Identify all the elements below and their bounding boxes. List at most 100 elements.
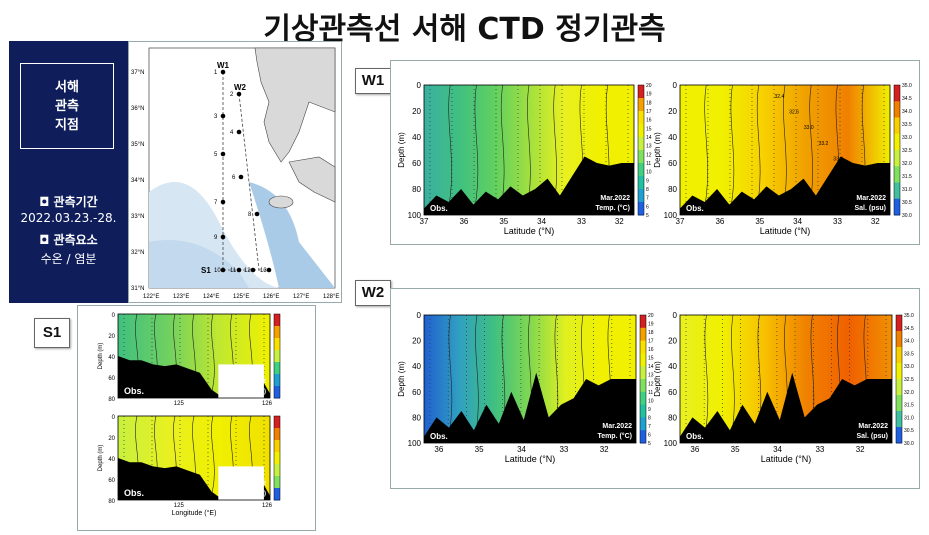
colorbar-swatch bbox=[894, 101, 900, 118]
x-axis-label: Longitude (°E) bbox=[172, 509, 217, 517]
colorbar-tick: 11 bbox=[646, 161, 651, 167]
plot-frame bbox=[117, 313, 271, 399]
station-dot bbox=[236, 91, 242, 97]
x-tick-label: 36 bbox=[434, 445, 443, 454]
colorbar-frame bbox=[895, 314, 903, 444]
y-axis-label: Depth (m) bbox=[397, 361, 406, 397]
colorbar-tick: 30.5 bbox=[902, 200, 912, 206]
colorbar-swatch bbox=[896, 411, 902, 428]
colorbar-tick: 15 bbox=[648, 356, 654, 362]
y-tick-label: 40 bbox=[412, 362, 421, 371]
s1-map-label: S1 bbox=[201, 266, 211, 275]
colorbar-frame bbox=[273, 415, 281, 501]
x-tick-label: 35 bbox=[499, 217, 508, 226]
x-tick-label: 32 bbox=[600, 445, 609, 454]
station-dot bbox=[266, 267, 272, 273]
colorbar-swatch bbox=[638, 85, 644, 99]
x-tick-label: 36 bbox=[459, 217, 468, 226]
colorbar-tick: 19 bbox=[648, 322, 654, 328]
obs-label: Obs. bbox=[430, 432, 448, 441]
station-number: 3 bbox=[214, 114, 218, 120]
y-tick-label: 20 bbox=[108, 436, 115, 442]
colorbar-swatch bbox=[640, 404, 646, 418]
x-tick-label: 36 bbox=[690, 445, 699, 454]
y-tick-label: 20 bbox=[108, 334, 115, 340]
plot-frame bbox=[423, 314, 637, 444]
x-tick-label: 33 bbox=[815, 445, 824, 454]
caption-date: Mar.2022 bbox=[241, 481, 267, 487]
x-tick-label: 33 bbox=[559, 445, 568, 454]
colorbar-tick: 34.5 bbox=[902, 96, 912, 102]
station-dot bbox=[220, 234, 226, 240]
y-tick-label: 80 bbox=[668, 413, 677, 422]
x-tick-label: 34 bbox=[773, 445, 782, 454]
x-tick-label: 37 bbox=[676, 217, 685, 226]
colorbar-swatch bbox=[896, 347, 902, 364]
site-label-2: 관측 bbox=[55, 99, 79, 114]
w2-panel: 0 20 40 60 80 100 36 35 34 33 32 Latitude (°N) Depth… bbox=[390, 288, 920, 489]
y-axis-label: Depth (m) bbox=[653, 132, 662, 168]
colorbar-tick: 10 bbox=[648, 398, 654, 404]
y-tick-label: 80 bbox=[108, 397, 115, 403]
y-tick-label: 40 bbox=[412, 133, 421, 142]
x-tick-label: 36 bbox=[715, 217, 724, 226]
colorbar-tick: 15 bbox=[646, 126, 652, 132]
colorbar-tick: 20 bbox=[648, 313, 654, 319]
y-tick-label: 100 bbox=[664, 439, 678, 448]
y-tick-label: 40 bbox=[108, 355, 115, 361]
colorbar-swatch bbox=[638, 137, 644, 151]
w1-map-label: W1 bbox=[217, 61, 230, 70]
lon-label: 125°E bbox=[233, 294, 249, 300]
colorbar-tick: 11 bbox=[648, 390, 653, 396]
colorbar-swatch bbox=[640, 430, 646, 444]
station-dot bbox=[238, 174, 244, 180]
station-dot bbox=[236, 267, 242, 273]
x-tick-label: 33 bbox=[577, 217, 586, 226]
x-tick-label: 33 bbox=[833, 217, 842, 226]
lat-label: 35°N bbox=[131, 142, 144, 148]
colorbar-frame bbox=[639, 314, 647, 444]
x-tick-label: 32 bbox=[856, 445, 865, 454]
y-tick-label: 60 bbox=[668, 159, 677, 168]
colorbar-swatch bbox=[274, 338, 280, 351]
caption-variable: Sal.(psu) bbox=[241, 491, 266, 497]
y-tick-label: 40 bbox=[108, 457, 115, 463]
colorbar-swatch bbox=[638, 150, 644, 164]
colorbar-swatch bbox=[638, 176, 644, 190]
caption-variable: Temp. (°C) bbox=[236, 389, 266, 395]
x-tick-label: 37 bbox=[420, 217, 429, 226]
station-number: 13 bbox=[260, 268, 267, 274]
plot-frame bbox=[679, 84, 891, 216]
colorbar-swatch bbox=[640, 315, 646, 329]
obs-label: Obs. bbox=[686, 432, 704, 441]
contour-line bbox=[209, 313, 215, 399]
colorbar-tick: 13 bbox=[648, 373, 654, 379]
obs-label: Obs. bbox=[124, 488, 144, 498]
station-dot bbox=[254, 211, 260, 217]
colorbar-swatch bbox=[274, 416, 280, 429]
s1-panel: 0 20 40 60 80 125 126 Depth (m) Obs. Mar.2022 Temp… bbox=[77, 305, 316, 531]
station-number: 4 bbox=[230, 130, 234, 136]
colorbar-frame bbox=[273, 313, 281, 399]
station-map: 37°N 36°N 35°N 34°N 33°N 32°N 31°N 122°E 123°E 1… bbox=[128, 41, 342, 303]
korea-south-land bbox=[288, 156, 336, 203]
colorbar-swatch bbox=[896, 331, 902, 348]
w2-line bbox=[238, 93, 260, 271]
caption-variable: Sal. (psu) bbox=[856, 433, 888, 440]
station-number: 8 bbox=[248, 212, 252, 218]
x-tick-label: 125 bbox=[174, 503, 185, 509]
lon-label: 128°E bbox=[323, 294, 339, 300]
colorbar-tick: 32.5 bbox=[904, 377, 914, 383]
colorbar-swatch bbox=[638, 163, 644, 177]
elements-label: ◘ 관측요소 bbox=[39, 233, 98, 247]
y-tick-label: 60 bbox=[668, 388, 677, 397]
colorbar-tick: 19 bbox=[646, 92, 652, 98]
period-label: ◘ 관측기간 bbox=[39, 195, 98, 209]
x-axis-label: Latitude (°N) bbox=[505, 454, 556, 464]
colorbar-frame bbox=[637, 84, 645, 216]
caption-date: Mar.2022 bbox=[241, 379, 267, 385]
colorbar-swatch bbox=[640, 366, 646, 380]
colorbar-tick: 32.5 bbox=[902, 148, 912, 154]
y-tick-label: 0 bbox=[417, 81, 422, 90]
